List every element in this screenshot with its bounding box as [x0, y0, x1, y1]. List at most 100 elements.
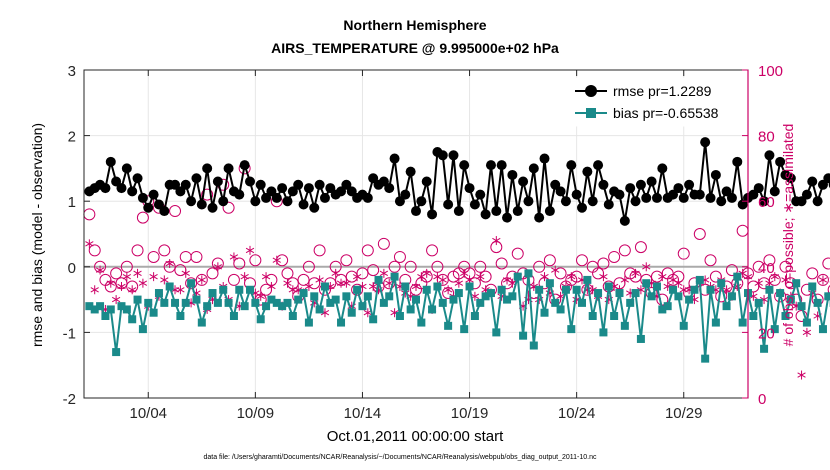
obs-possible-marker	[763, 254, 776, 267]
bias-marker	[669, 285, 678, 294]
rmse-marker	[560, 196, 571, 207]
obs-assimilated-marker	[352, 272, 362, 282]
bias-marker	[674, 292, 683, 301]
obs-possible-marker	[597, 257, 610, 270]
obs-assimilated-marker	[797, 370, 806, 380]
legend-rmse-label: rmse pr=1.2289	[613, 83, 712, 99]
rmse-marker	[223, 163, 234, 174]
legend-bias-label: bias pr=-0.65538	[613, 105, 719, 121]
obs-possible-marker	[704, 254, 717, 267]
bias-marker	[652, 282, 661, 291]
obs-possible-marker	[222, 201, 235, 214]
rmse-marker	[105, 156, 116, 167]
bias-marker	[315, 305, 324, 314]
rmse-marker	[823, 173, 830, 184]
bias-marker	[90, 305, 99, 314]
rmse-marker	[180, 179, 191, 190]
obs-possible-marker	[576, 254, 588, 267]
y-tick-label-left: -2	[63, 391, 76, 408]
obs-assimilated-marker	[272, 255, 281, 265]
bias-marker	[304, 318, 313, 327]
obs-possible-marker	[779, 260, 792, 273]
rmse-marker	[437, 150, 448, 161]
bias-marker	[208, 289, 217, 298]
obs-possible-marker	[377, 237, 390, 250]
obs-assimilated-marker	[138, 278, 148, 288]
bias-marker	[353, 285, 362, 294]
bias-marker	[342, 292, 351, 301]
rmse-marker	[143, 202, 154, 213]
rmse-marker	[218, 196, 229, 207]
bias-marker	[133, 295, 142, 304]
rmse-marker	[191, 173, 202, 184]
bias-marker	[138, 325, 147, 334]
obs-possible-marker	[169, 205, 182, 218]
bias-marker	[610, 312, 619, 320]
obs-assimilated-marker	[551, 265, 560, 275]
obs-possible-marker	[634, 241, 647, 254]
bias-marker	[165, 282, 174, 291]
x-tick-label: 10/04	[129, 405, 167, 422]
bias-marker	[599, 328, 608, 337]
obs-assimilated-marker	[422, 268, 431, 278]
bias-marker	[262, 302, 271, 311]
y-tick-label-right: 60	[758, 194, 775, 211]
y-tick-label-left: -1	[63, 325, 76, 342]
obs-possible-marker	[206, 267, 219, 280]
obs-possible-marker	[393, 250, 406, 263]
legend-box	[568, 77, 745, 127]
bias-marker	[144, 298, 153, 307]
bias-marker	[390, 272, 399, 281]
rmse-marker	[603, 199, 614, 210]
obs-possible-marker	[158, 244, 171, 257]
rmse-marker	[137, 192, 148, 203]
bias-marker	[556, 305, 565, 314]
obs-assimilated-marker	[540, 272, 549, 282]
bias-marker	[663, 302, 672, 311]
rmse-marker	[496, 160, 507, 171]
rmse-marker	[593, 160, 604, 171]
obs-assimilated-marker	[176, 285, 185, 295]
bias-marker	[476, 298, 485, 307]
bias-marker	[765, 285, 774, 294]
obs-assimilated-marker	[261, 272, 271, 282]
rmse-marker	[282, 196, 293, 207]
rmse-marker	[673, 183, 684, 194]
rmse-marker	[298, 199, 309, 210]
bias-marker	[85, 302, 94, 311]
bias-marker	[251, 298, 260, 307]
obs-possible-marker	[313, 244, 326, 257]
obs-assimilated-marker	[620, 275, 630, 285]
obs-possible-marker	[533, 260, 546, 273]
bias-marker	[781, 312, 790, 320]
rmse-marker	[657, 163, 668, 174]
obs-assimilated-marker	[160, 275, 169, 285]
obs-possible-marker	[543, 254, 556, 267]
y-tick-label-right: 20	[758, 325, 775, 342]
x-tick-label: 10/19	[451, 405, 489, 422]
obs-possible-marker	[608, 250, 621, 263]
rmse-marker	[785, 173, 796, 184]
bias-marker	[192, 295, 201, 304]
x-tick-label: 10/09	[237, 405, 275, 422]
bias-marker	[813, 298, 822, 307]
bias-marker	[310, 292, 319, 301]
obs-possible-marker	[233, 257, 246, 270]
obs-assimilated-marker	[283, 278, 292, 288]
obs-possible-marker	[190, 250, 203, 263]
rmse-marker	[427, 209, 438, 220]
x-tick-label: 10/29	[665, 405, 703, 422]
rmse-marker	[641, 192, 652, 203]
rmse-marker	[277, 183, 288, 194]
x-axis-label: Oct.01,2011 00:00:00 start	[327, 428, 504, 445]
bias-marker	[722, 302, 731, 311]
rmse-marker	[528, 163, 539, 174]
data-file-footnote: data file: /Users/gharamti/Documents/NCA…	[203, 454, 597, 461]
bias-marker	[283, 298, 292, 307]
rmse-marker	[571, 189, 582, 200]
rmse-marker	[416, 196, 427, 207]
bias-marker	[337, 318, 346, 327]
rmse-marker	[587, 196, 598, 207]
bias-marker	[428, 305, 437, 314]
obs-possible-marker	[110, 267, 123, 280]
